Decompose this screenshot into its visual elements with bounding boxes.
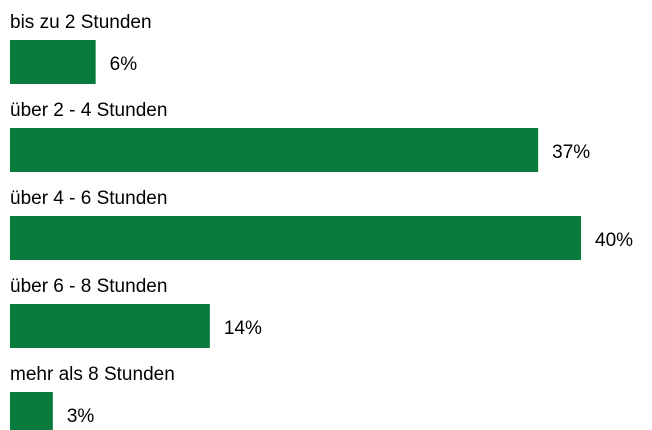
category-label: über 4 - 6 Stunden [10,188,167,209]
value-label: 37% [552,142,590,163]
bar [10,40,96,84]
bar [10,304,210,348]
value-label: 14% [224,318,262,339]
category-label: bis zu 2 Stunden [10,12,152,33]
category-label: über 2 - 4 Stunden [10,100,167,121]
bar [10,392,53,430]
bar [10,128,539,172]
value-label: 3% [67,406,95,427]
bar [10,216,581,260]
value-label: 6% [110,54,138,75]
value-label: 40% [595,230,633,251]
category-label: über 6 - 8 Stunden [10,276,167,297]
category-label: mehr als 8 Stunden [10,364,175,385]
